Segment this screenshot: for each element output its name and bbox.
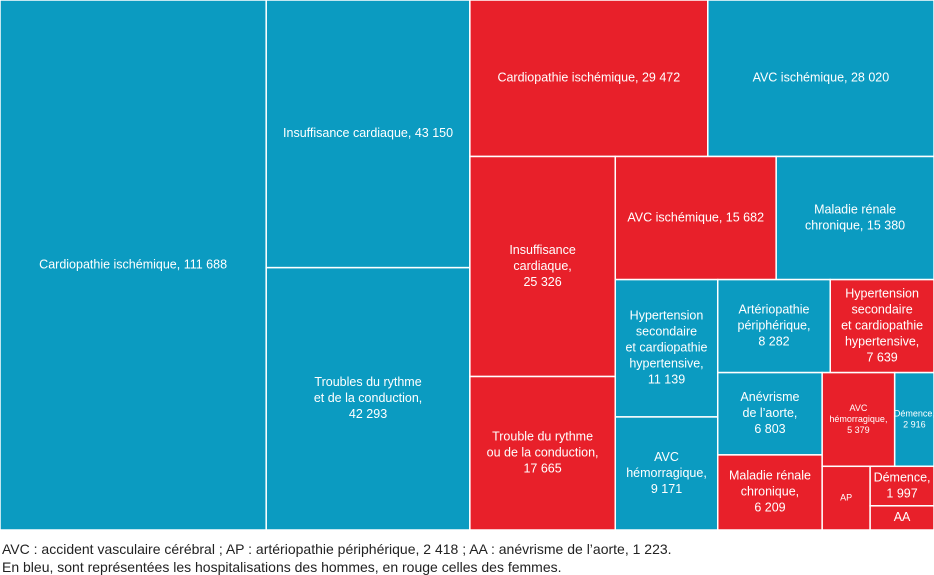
tile-label: AVC ischémique, 28 020 [753, 71, 890, 85]
treemap: Cardiopathie ischémique, 111 688 Insuffis… [0, 0, 934, 531]
tile-label: Hypertension [630, 309, 704, 323]
tile [707, 0, 934, 158]
tile-label: 5 379 [847, 425, 870, 435]
tile-label: cardiaque, [513, 259, 571, 273]
tile-label: Cardiopathie ischémique, 111 688 [39, 257, 227, 271]
tile-label: AA [894, 510, 911, 524]
tile-label: 7 639 [866, 350, 897, 364]
tile-label: et de la conduction, [314, 391, 422, 405]
tile-label: AVC [850, 403, 868, 413]
tile-label: AVC [654, 450, 679, 464]
tile-label: de l’aorte, [743, 406, 798, 420]
tile-label: Troubles du rythme [314, 375, 421, 389]
tile [869, 465, 934, 507]
tile-label: 9 171 [651, 482, 682, 496]
tile-label: Maladie rénale [729, 469, 811, 483]
tile-label: 2 916 [903, 419, 926, 429]
tile-label: hypertensive, [845, 334, 919, 348]
tile-label: Hypertension [845, 286, 919, 300]
tile [0, 0, 267, 531]
tile-label: 17 665 [523, 462, 561, 476]
footnote: En bleu, sont représentées les hospitali… [2, 559, 562, 575]
tile-label: 6 209 [754, 501, 785, 515]
tile-label: secondaire [636, 325, 697, 339]
tile-label: chronique, [741, 485, 799, 499]
tile [716, 454, 823, 531]
tile-label: 25 326 [523, 275, 561, 289]
tile-label: Trouble du rythme [492, 430, 593, 444]
tile-label: Insuffisance cardiaque, 43 150 [283, 126, 453, 140]
tile [716, 371, 823, 456]
tile-label: 8 282 [758, 334, 789, 348]
tile-label: hémorragique, [626, 466, 707, 480]
tile-label: chronique, 15 380 [805, 218, 905, 232]
tile-label: et cardiopathie [625, 341, 707, 355]
tile-label: Cardiopathie ischémique, 29 472 [497, 71, 680, 85]
tile-label: 42 293 [349, 407, 387, 421]
tile [469, 0, 709, 158]
tile [469, 375, 617, 531]
tile [829, 278, 934, 374]
tile-label: hémorragique, [829, 414, 887, 424]
tile-label: Démence, [874, 470, 931, 484]
tile [469, 155, 617, 378]
tile [614, 416, 719, 531]
footnote: AVC : accident vasculaire cérébral ; AP … [2, 541, 672, 557]
tile-label: 11 139 [648, 373, 685, 387]
tile-label: secondaire [852, 302, 913, 316]
tile-label: périphérique, [738, 318, 811, 332]
tile [614, 155, 777, 281]
tile [821, 465, 871, 531]
tile [821, 371, 896, 468]
tile-label: Artériopathie [739, 302, 810, 316]
tile-label: ou de la conduction, [487, 446, 599, 460]
tile-label: hypertensive, [629, 357, 703, 371]
tile-label: AVC ischémique, 15 682 [627, 210, 764, 224]
tile-label: Maladie rénale [814, 202, 896, 216]
tile-label: Anévrisme [740, 390, 799, 404]
tile [869, 505, 934, 531]
tile-label: 1 997 [886, 486, 917, 500]
tile-label: Démence, [894, 408, 934, 418]
tile-label: et cardiopathie [841, 318, 923, 332]
tile [265, 0, 471, 269]
tile-label: AP [840, 493, 852, 503]
tile-label: Insuffisance [509, 243, 576, 257]
tile-label: 6 803 [754, 422, 785, 436]
